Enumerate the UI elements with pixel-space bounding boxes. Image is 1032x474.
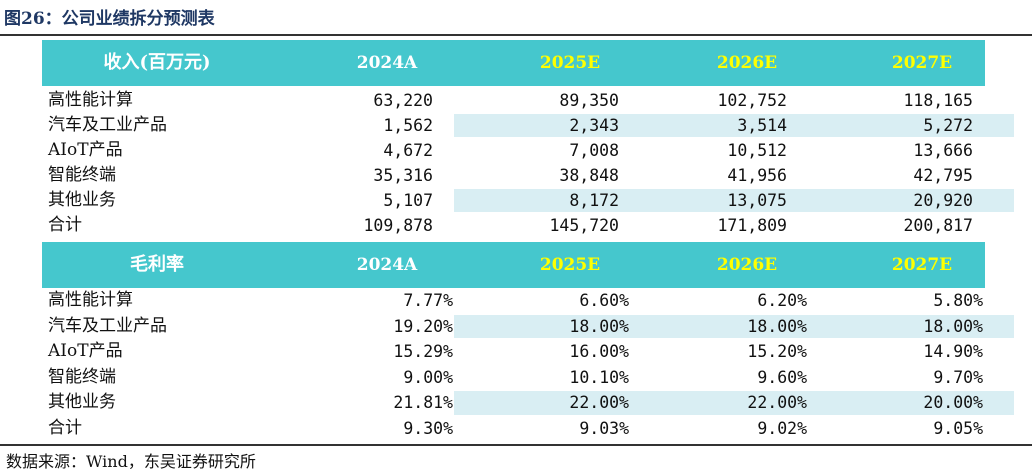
value-cell: 9.03% (579, 418, 629, 438)
value-cell: 18.00% (569, 316, 629, 336)
value-cell: 9.02% (757, 418, 807, 438)
revenue-header-year-2027: 2027E (891, 53, 953, 73)
value-cell: 145,720 (549, 216, 619, 235)
value-cell: 20.00% (923, 393, 983, 412)
row-label: 合计 (48, 215, 82, 235)
table-row: 智能终端 35,316 38,848 41,956 42,795 (42, 163, 985, 188)
revenue-header-year-2024: 2024A (356, 53, 418, 73)
row-label: 合计 (48, 417, 82, 438)
value-cell: 1,562 (383, 116, 433, 135)
top-rule (0, 34, 1032, 36)
row-shade (454, 114, 1014, 137)
value-cell: 15.20% (747, 342, 807, 361)
value-cell: 18.00% (923, 316, 983, 336)
value-cell: 6.60% (579, 291, 629, 310)
margin-header-year-2024: 2024A (356, 255, 418, 275)
table-row: AIoT产品 15.29% 16.00% 15.20% 14.90% (42, 339, 985, 365)
revenue-header-year-2026: 2026E (716, 53, 778, 73)
value-cell: 18.00% (747, 316, 807, 336)
value-cell: 15.29% (393, 342, 453, 361)
value-cell: 10,512 (727, 141, 787, 160)
value-cell: 14.90% (923, 342, 983, 361)
table-row: AIoT产品 4,672 7,008 10,512 13,666 (42, 138, 985, 163)
value-cell: 16.00% (569, 342, 629, 361)
row-label: 汽车及工业产品 (48, 315, 167, 336)
revenue-table-body: 高性能计算 63,220 89,350 102,752 118,165 汽车及工业产品 1,… (42, 88, 1014, 238)
revenue-header-label: 收入(百万元) (103, 52, 211, 73)
value-cell: 19.20% (393, 316, 453, 336)
value-cell: 13,666 (913, 141, 973, 160)
row-label: 汽车及工业产品 (48, 115, 167, 135)
value-cell: 9.70% (933, 367, 983, 387)
revenue-header-band: 收入(百万元) 2024A 2025E 2026E 2027E (42, 40, 985, 86)
value-cell: 118,165 (903, 91, 973, 110)
margin-header-band: 毛利率 2024A 2025E 2026E 2027E (42, 242, 985, 288)
row-label: 高性能计算 (48, 290, 133, 310)
row-label: 智能终端 (48, 366, 116, 387)
value-cell: 10.10% (569, 367, 629, 387)
value-cell: 5,107 (383, 191, 433, 210)
table-row: 合计 109,878 145,720 171,809 200,817 (42, 213, 985, 238)
value-cell: 38,848 (559, 166, 619, 185)
table-row: 汽车及工业产品 19.20% 18.00% 18.00% 18.00% (42, 314, 1014, 340)
value-cell: 6.20% (757, 291, 807, 310)
value-cell: 102,752 (717, 91, 787, 110)
table-row: 汽车及工业产品 1,562 2,343 3,514 5,272 (42, 113, 1014, 138)
value-cell: 9.05% (933, 418, 983, 438)
value-cell: 22.00% (569, 393, 629, 412)
value-cell: 7,008 (569, 141, 619, 160)
value-cell: 200,817 (903, 216, 973, 235)
table-row: 高性能计算 7.77% 6.60% 6.20% 5.80% (42, 288, 985, 314)
row-label: 其他业务 (48, 190, 116, 210)
row-label: AIoT产品 (48, 140, 123, 160)
value-cell: 42,795 (913, 166, 973, 185)
margin-table-body: 高性能计算 7.77% 6.60% 6.20% 5.80% 汽车及工业产品 19.20% 18… (42, 288, 1014, 442)
table-row: 智能终端 9.00% 10.10% 9.60% 9.70% (42, 365, 985, 391)
margin-header-year-2026: 2026E (716, 255, 778, 275)
value-cell: 4,672 (383, 141, 433, 160)
value-cell: 5.80% (933, 291, 983, 310)
margin-header-label: 毛利率 (130, 254, 184, 275)
table-row: 合计 9.30% 9.03% 9.02% 9.05% (42, 416, 985, 442)
value-cell: 9.30% (403, 418, 453, 438)
value-cell: 8,172 (569, 191, 619, 210)
margin-header-year-2027: 2027E (891, 255, 953, 275)
value-cell: 35,316 (373, 166, 433, 185)
row-label: 其他业务 (48, 392, 116, 412)
table-row: 其他业务 5,107 8,172 13,075 20,920 (42, 188, 1014, 213)
row-label: 智能终端 (48, 165, 116, 185)
value-cell: 41,956 (727, 166, 787, 185)
value-cell: 21.81% (393, 393, 453, 412)
value-cell: 171,809 (717, 216, 787, 235)
value-cell: 13,075 (727, 191, 787, 210)
row-label: 高性能计算 (48, 90, 133, 110)
value-cell: 9.00% (403, 367, 453, 387)
value-cell: 22.00% (747, 393, 807, 412)
row-shade (454, 314, 1014, 338)
value-cell: 63,220 (373, 91, 433, 110)
value-cell: 7.77% (403, 291, 453, 310)
figure-title: 图26：公司业绩拆分预测表 (4, 9, 215, 29)
value-cell: 3,514 (737, 116, 787, 135)
table-row: 其他业务 21.81% 22.00% 22.00% 20.00% (42, 390, 1014, 416)
table-row: 高性能计算 63,220 89,350 102,752 118,165 (42, 88, 985, 113)
margin-header-year-2025: 2025E (539, 255, 601, 275)
value-cell: 109,878 (363, 216, 433, 235)
value-cell: 2,343 (569, 116, 619, 135)
row-shade (454, 189, 1014, 212)
value-cell: 5,272 (923, 116, 973, 135)
revenue-header-year-2025: 2025E (539, 53, 601, 73)
bottom-rule (0, 444, 1032, 446)
row-label: AIoT产品 (48, 341, 123, 361)
row-shade (454, 391, 1014, 415)
value-cell: 89,350 (559, 91, 619, 110)
value-cell: 20,920 (913, 191, 973, 210)
source-note: 数据来源：Wind，东吴证券研究所 (6, 452, 256, 471)
value-cell: 9.60% (757, 367, 807, 387)
